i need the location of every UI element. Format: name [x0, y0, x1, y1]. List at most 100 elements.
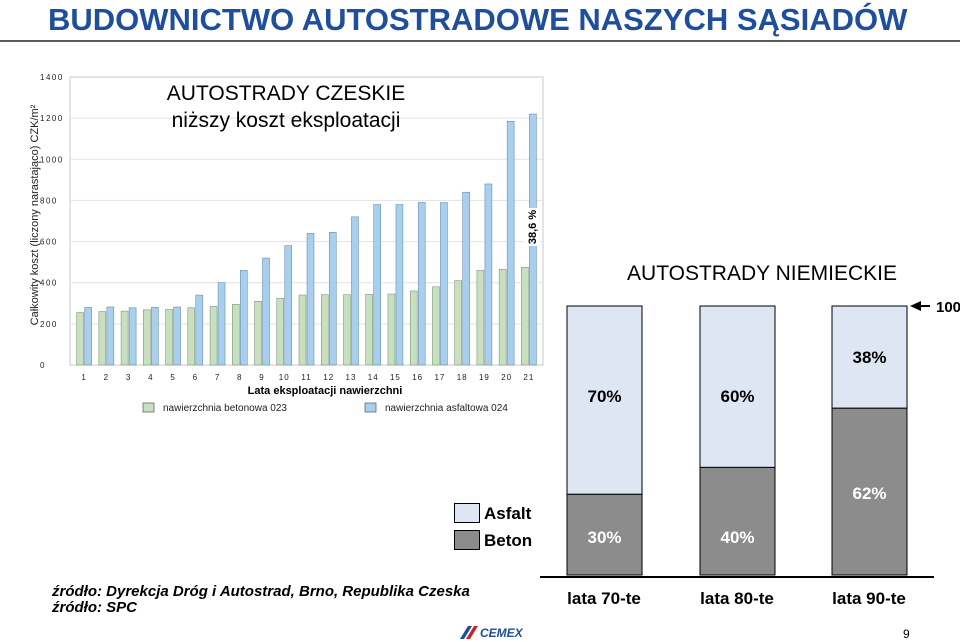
- czech-bar-asfalt: [217, 282, 226, 366]
- czech-x-tick-label: 3: [126, 373, 131, 382]
- czech-x-tick-label: 15: [390, 373, 401, 382]
- czech-legend-label-beton: nawierzchnia betonowa 023: [163, 403, 287, 414]
- czech-bar-beton: [187, 307, 196, 366]
- czech-bar-asfalt: [417, 202, 426, 366]
- czech-bar-asfalt: [328, 232, 337, 366]
- german-bar-beton: [566, 493, 643, 576]
- czech-bar-beton: [98, 311, 107, 366]
- czech-x-tick-label: 1: [81, 373, 86, 382]
- german-heading: AUTOSTRADY NIEMIECKIE: [627, 262, 897, 285]
- period-label-70s: lata 70-te: [567, 589, 641, 608]
- czech-x-tick-label: 16: [412, 373, 423, 382]
- period-label-90s: lata 90-te: [832, 589, 906, 608]
- czech-percent-annotation: 38,6 %: [527, 210, 539, 244]
- czech-y-tick-label: 1000: [40, 155, 64, 164]
- czech-bar-asfalt: [173, 306, 181, 366]
- czech-y-tick-label: 1200: [40, 114, 64, 123]
- title-divider: [0, 40, 960, 42]
- czech-x-axis-label: Lata eksploatacji nawierzchni: [248, 385, 403, 397]
- german-bar-beton: [831, 407, 908, 576]
- czech-x-tick-label: 11: [301, 373, 311, 382]
- czech-x-tick-label: 12: [323, 373, 334, 382]
- czech-annotation-bg: [524, 208, 540, 246]
- logo-text: CEMEX: [480, 626, 524, 640]
- czech-bar-beton: [387, 293, 396, 366]
- czech-x-tick-label: 7: [215, 373, 220, 382]
- german-label-asfalt: 70%: [587, 387, 621, 406]
- czech-bar-asfalt: [106, 306, 115, 366]
- czech-y-tick-label: 0: [40, 361, 46, 370]
- czech-legend-label-asfalt: nawierzchnia asfaltowa 024: [385, 403, 508, 414]
- page-title: BUDOWNICTWO AUTOSTRADOWE NASZYCH SĄSIADÓ…: [48, 2, 908, 37]
- czech-bar-asfalt: [484, 183, 493, 366]
- period-label-80s: lata 80-te: [700, 589, 774, 608]
- czech-y-axis-label: Całkowity koszt (liczony narastająco) CZ…: [29, 104, 41, 325]
- czech-bar-asfalt: [284, 245, 293, 366]
- source-line-1: źródło: Dyrekcja Dróg i Autostrad, Brno,…: [52, 583, 470, 600]
- czech-x-tick-label: 19: [479, 373, 490, 382]
- czech-x-tick-label: 6: [193, 373, 198, 382]
- czech-x-tick-label: 4: [148, 373, 153, 382]
- czech-y-tick-label: 1400: [40, 73, 64, 82]
- source-line-2: źródło: SPC: [52, 599, 137, 616]
- czech-bar-asfalt: [462, 191, 470, 366]
- german-label-beton: 40%: [720, 528, 754, 547]
- czech-bar-beton: [409, 290, 418, 366]
- czech-y-tick-label: 200: [40, 320, 58, 329]
- czech-x-tick-label: 13: [346, 373, 357, 382]
- czech-bar-beton: [76, 312, 84, 366]
- czech-y-tick-label: 800: [40, 196, 58, 205]
- czech-y-tick-label: 400: [40, 279, 58, 288]
- german-label-asfalt: 38%: [852, 348, 886, 367]
- german-bar-beton: [699, 466, 776, 576]
- german-label-beton: 30%: [587, 528, 621, 547]
- czech-x-tick-label: 18: [457, 373, 468, 382]
- czech-x-tick-label: 2: [104, 373, 109, 382]
- czech-legend-swatch-beton: [142, 402, 155, 413]
- czech-bar-beton: [298, 294, 307, 366]
- czech-bar-asfalt: [351, 216, 359, 366]
- czech-bar-asfalt: [395, 204, 404, 366]
- czech-bar-asfalt: [440, 202, 448, 366]
- czech-bar-beton: [365, 294, 373, 366]
- czech-bar-beton: [476, 270, 485, 366]
- czech-bar-asfalt: [151, 307, 159, 366]
- czech-bar-beton: [165, 309, 173, 366]
- czech-x-tick-label: 8: [237, 373, 242, 382]
- czech-heading: AUTOSTRADY CZESKIE: [167, 82, 405, 105]
- page-number: 9: [903, 627, 910, 641]
- czech-x-tick-label: 5: [170, 373, 175, 382]
- czech-x-tick-label: 14: [368, 373, 379, 382]
- czech-bar-asfalt: [306, 233, 315, 366]
- czech-bar-asfalt: [240, 270, 248, 366]
- czech-x-tick-label: 10: [279, 373, 290, 382]
- czech-bar-asfalt: [84, 307, 92, 366]
- legend-swatch-asfalt: [454, 503, 480, 523]
- czech-bar-asfalt: [262, 257, 270, 366]
- czech-subheading: niższy koszt eksploatacji: [172, 109, 401, 132]
- czech-bar-beton: [320, 294, 329, 366]
- czech-bar-beton: [143, 309, 151, 366]
- german-100-marker-label: 100: [936, 299, 960, 316]
- czech-bar-asfalt: [373, 204, 381, 366]
- czech-bar-asfalt: [506, 120, 515, 366]
- czech-x-tick-label: 21: [523, 373, 534, 382]
- czech-bar-beton: [120, 310, 129, 366]
- czech-bar-beton: [232, 304, 240, 366]
- cemex-logo: CEMEX: [460, 626, 524, 640]
- czech-bar-beton: [432, 286, 440, 366]
- legend-swatch-beton: [454, 530, 480, 550]
- czech-bar-beton: [254, 300, 262, 366]
- arrow-left-icon: [910, 301, 921, 311]
- czech-bar-beton: [521, 267, 529, 366]
- czech-bar-beton: [276, 297, 285, 366]
- czech-x-tick-label: 17: [434, 373, 445, 382]
- czech-y-tick-label: 600: [40, 238, 58, 247]
- czech-x-tick-label: 20: [501, 373, 512, 382]
- german-label-asfalt: 60%: [720, 387, 754, 406]
- czech-legend-swatch-asfalt: [364, 402, 377, 413]
- czech-x-tick-label: 9: [259, 373, 264, 382]
- legend-label-asfalt: Asfalt: [484, 504, 532, 523]
- czech-bar-asfalt: [195, 294, 204, 366]
